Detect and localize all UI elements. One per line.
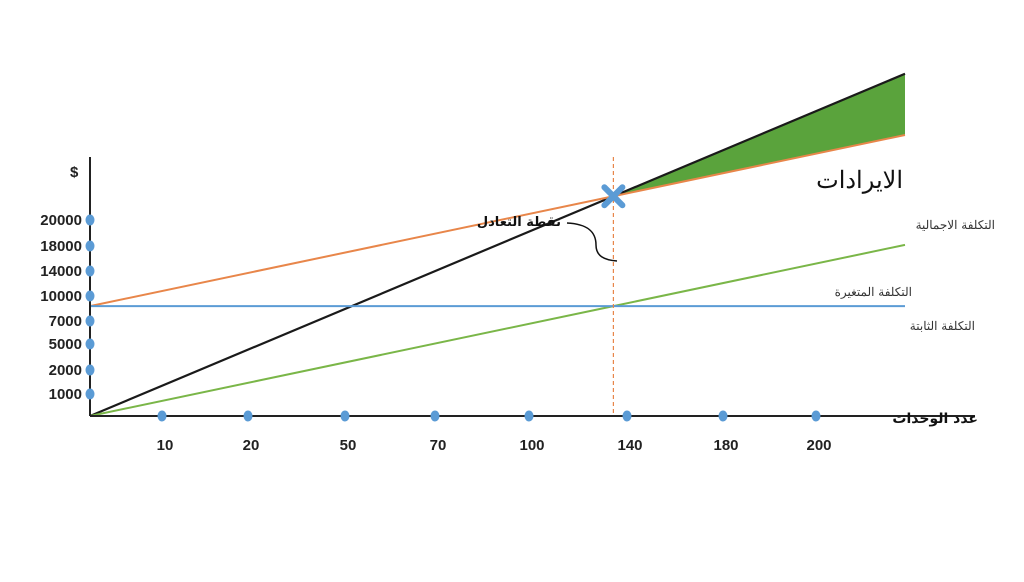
x-tick-label-100: 100 [519,437,544,454]
breakeven-marker [601,184,626,209]
x-tick-point-140 [622,410,632,422]
x-tick-point-200 [811,410,821,422]
y-tick-point-18000 [85,240,95,252]
y-tick-label-20000: 20000 [40,212,82,229]
y-tick-label-7000: 7000 [49,313,82,330]
profit-area-label: ارباح [847,218,871,232]
breakeven-marker-stroke-b [601,184,626,209]
variable-cost-line [89,243,906,417]
y-tick-point-7000 [85,315,95,327]
variable-cost-series-label: التكلفة المتغيرة [835,285,912,299]
fixed-cost-series-label: التكلفة الثابتة [910,319,975,333]
y-unit-label: $ [70,164,79,181]
x-tick-point-70 [430,410,440,422]
y-tick-label-1000: 1000 [49,386,82,403]
y-tick-label-14000: 14000 [40,263,82,280]
y-tick-point-5000 [85,338,95,350]
y-tick-point-1000 [85,388,95,400]
y-tick-point-14000 [85,265,95,277]
x-tick-label-10: 10 [157,437,174,454]
x-tick-point-50 [340,410,350,422]
y-tick-point-2000 [85,364,95,376]
x-tick-label-50: 50 [340,437,357,454]
y-tick-label-18000: 18000 [40,238,82,255]
x-tick-label-20: 20 [243,437,260,454]
x-tick-label-140: 140 [617,437,642,454]
y-tick-label-2000: 2000 [49,362,82,379]
revenue-line [89,72,906,418]
y-tick-label-10000: 10000 [40,288,82,305]
x-tick-point-180 [718,410,728,422]
breakeven-callout-line [566,222,618,262]
x-tick-point-100 [524,410,534,422]
revenue-series-label: الايرادات [816,166,903,194]
y-tick-label-5000: 5000 [49,336,82,353]
x-tick-label-180: 180 [713,437,738,454]
y-tick-point-10000 [85,290,95,302]
total-cost-series-label: التكلفة الاجمالية [916,218,995,232]
x-tick-label-200: 200 [806,437,831,454]
x-tick-label-70: 70 [430,437,447,454]
y-tick-point-20000 [85,214,95,226]
breakeven-label: نقطة التعادل [477,215,561,230]
x-axis-label: عدد الوحدات [892,411,978,427]
x-tick-point-10 [157,410,167,422]
x-tick-point-20 [243,410,253,422]
